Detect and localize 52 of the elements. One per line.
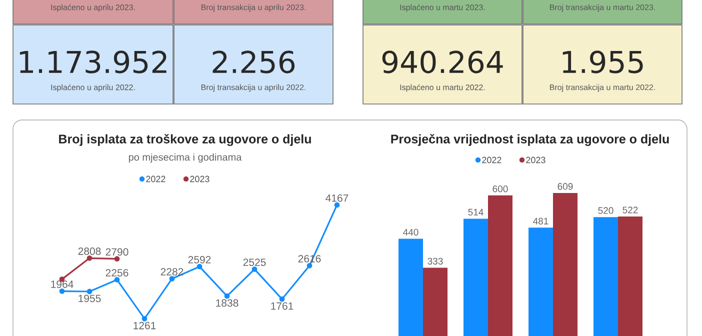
text: Broj transakcija u aprilu 2023. — [201, 4, 306, 12]
text: Isplaćeno u aprilu 2022. — [51, 84, 135, 92]
data-label: 1261 — [134, 322, 156, 330]
legend-label: 2023 — [190, 176, 210, 182]
data-label: 481 — [533, 218, 548, 224]
point — [59, 288, 65, 294]
point — [279, 296, 285, 302]
data-label: 1761 — [271, 302, 294, 310]
point — [169, 276, 175, 282]
point — [252, 266, 258, 272]
point — [334, 202, 340, 208]
text: 2.256 — [212, 50, 295, 74]
chart-subtitle: po mjesecima i godinama — [128, 153, 242, 163]
data-label: 600 — [492, 186, 508, 192]
data-label: 2525 — [243, 258, 266, 266]
text: Broj transakcija u aprilu 2022. — [201, 84, 306, 92]
legend-label: 2022 — [146, 176, 166, 182]
point — [196, 264, 202, 270]
text: Isplaćeno u martu 2023. — [400, 4, 485, 12]
text: 940.264 — [382, 50, 503, 74]
text: Isplaćeno u aprilu 2023. — [51, 4, 135, 12]
data-label: 522 — [622, 206, 638, 214]
data-label: 2256 — [106, 269, 128, 277]
data-label: 440 — [403, 228, 418, 236]
data-label: 2592 — [188, 256, 211, 264]
text: Broj transakcija u martu 2022. — [550, 84, 655, 92]
data-label: 4167 — [326, 194, 348, 202]
text: Isplaćeno u martu 2022. — [400, 84, 485, 92]
data-label: 1955 — [78, 294, 101, 302]
chart-title: Prosječna vrijednost isplata za ugovore o djelu — [391, 134, 669, 146]
text: 1.173.952 — [20, 50, 166, 74]
data-label: 2808 — [78, 248, 101, 255]
data-label: 333 — [428, 258, 443, 265]
data-label: 520 — [598, 207, 614, 214]
point — [86, 288, 92, 294]
point — [86, 255, 92, 261]
point — [306, 262, 312, 268]
data-label: 2282 — [160, 268, 184, 276]
point — [114, 256, 120, 262]
text: Broj transakcija u martu 2023. — [550, 4, 655, 12]
chart-title: Broj isplata za troškove za ugovore o djelu — [59, 134, 311, 146]
data-label: 1838 — [216, 299, 238, 307]
point — [114, 277, 120, 282]
legend-label: 2022 — [482, 156, 502, 164]
point — [142, 316, 148, 322]
data-label: 2790 — [106, 248, 128, 256]
text: 1.955 — [562, 50, 643, 74]
point — [224, 293, 230, 299]
data-label: 609 — [558, 183, 573, 190]
data-label: 1964 — [51, 280, 74, 288]
data-label: 514 — [468, 208, 484, 216]
legend-label: 2023 — [526, 156, 546, 164]
